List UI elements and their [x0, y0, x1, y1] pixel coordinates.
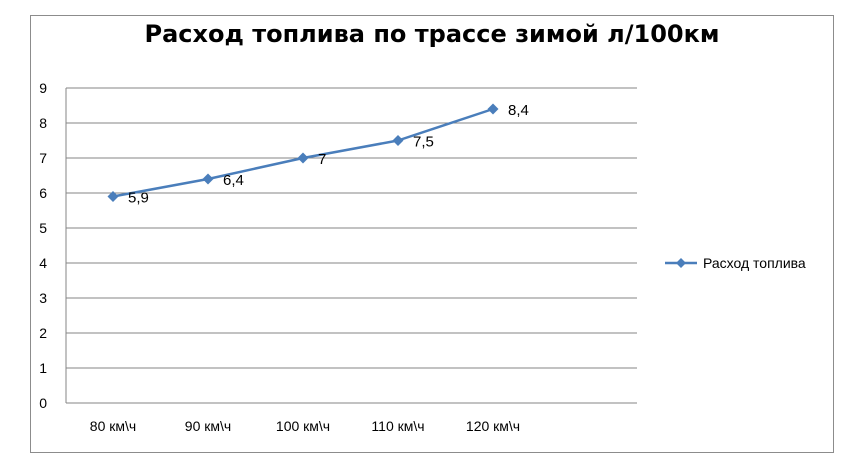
y-tick-label: 0 [39, 395, 47, 411]
x-tick-label: 100 км\ч [276, 418, 330, 434]
y-tick-label: 3 [39, 290, 47, 306]
y-tick-label: 9 [39, 80, 47, 96]
y-tick-label: 5 [39, 220, 47, 236]
x-axis-ticks: 80 км\ч 90 км\ч 100 км\ч 110 км\ч 120 км\ч [90, 418, 520, 434]
x-tick-label: 110 км\ч [371, 418, 424, 434]
y-tick-label: 6 [39, 185, 47, 201]
gridlines [65, 87, 637, 404]
data-point-marker [202, 173, 214, 185]
data-point-marker [392, 135, 404, 146]
y-tick-label: 8 [39, 115, 47, 131]
data-point-marker [487, 103, 499, 115]
data-label: 8,4 [508, 102, 529, 119]
series-group: 5,9 6,4 7 7,5 8,4 [107, 102, 529, 207]
y-tick-label: 7 [39, 150, 47, 166]
chart-title: Расход топлива по трассе зимой л/100км [144, 20, 720, 48]
x-tick-label: 80 км\ч [90, 418, 136, 434]
legend-label: Расход топлива [703, 255, 806, 271]
y-axis-ticks: 0 1 2 3 4 5 6 7 8 9 [39, 80, 47, 411]
x-tick-label: 120 км\ч [466, 418, 520, 434]
data-point-marker [297, 152, 309, 164]
data-label: 5,9 [128, 190, 149, 207]
y-tick-label: 1 [39, 360, 47, 376]
legend: Расход топлива [665, 255, 806, 271]
data-label: 7 [318, 151, 326, 168]
data-label: 6,4 [223, 172, 244, 189]
data-point-marker [107, 191, 119, 202]
data-label: 7,5 [413, 134, 434, 151]
legend-marker [676, 258, 686, 268]
x-tick-label: 90 км\ч [185, 418, 231, 434]
y-tick-label: 4 [39, 255, 47, 271]
y-tick-label: 2 [39, 325, 47, 341]
